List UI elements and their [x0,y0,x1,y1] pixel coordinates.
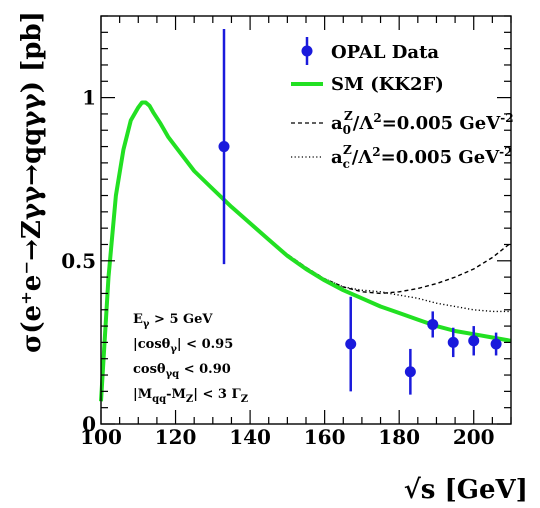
data-point [468,326,480,356]
x-axis-title: √s [GeV] [404,475,528,505]
legend-item-ac: acZ/Λ2=0.005 GeV-2 [291,143,513,171]
selection-cuts: Eγ > 5 GeV |cosθγ| < 0.95 cosθγq < 0.90 … [133,312,248,405]
data-marker [447,336,459,348]
data-marker [345,338,357,350]
y-tick-label: 0.5 [61,249,96,273]
cut-mass-window: |Mqq-MZ| < 3 ΓZ [133,387,248,405]
data-point [404,348,416,395]
legend-sm-label: SM (KK2F) [331,74,444,95]
y-tick-label: 1 [82,86,96,110]
x-tick-label: 140 [229,425,271,449]
cut-energy: Eγ > 5 GeV [133,312,213,330]
x-tick-label: 100 [80,425,122,449]
data-point [218,29,230,265]
legend-item-sm: SM (KK2F) [291,74,444,95]
tick-labels: 100 120 140 160 180 200 0 0.5 1 [61,86,494,449]
x-tick-label: 180 [378,425,420,449]
x-tick-label: 120 [155,425,197,449]
data-marker [427,318,439,330]
y-tick-label: 0 [82,412,96,436]
x-tick-label: 160 [304,425,346,449]
axis-ticks [100,15,512,425]
data-marker [490,338,502,350]
cut-cos-gamma: |cosθγ| < 0.95 [133,337,233,355]
legend-item-a0: a0Z/Λ2=0.005 GeV-2 [291,109,514,137]
legend-opal-label: OPAL Data [331,42,439,63]
legend-a0-label: a0Z/Λ2=0.005 GeV-2 [331,109,514,137]
data-marker [218,141,230,153]
x-tick-label: 200 [453,425,495,449]
data-point [447,327,459,358]
data-point [490,332,502,356]
data-marker [468,335,480,347]
curves-layer [99,100,512,402]
data-points-layer [218,29,502,395]
cut-cos-gamma-q: cosθγq < 0.90 [133,362,231,380]
curve-dotted [193,170,511,313]
y-axis-title: σ(e⁺e⁻→Zγγ→qqγγ) [pb] [17,11,47,353]
legend-item-opal: OPAL Data [301,37,439,65]
legend-ac-label: acZ/Λ2=0.005 GeV-2 [331,143,513,171]
data-marker [404,366,416,378]
data-point [345,296,357,392]
data-point [427,311,439,338]
legend: OPAL Data SM (KK2F) a0Z/Λ2=0.005 GeV-2 a… [291,37,514,171]
curve-dashed [193,170,512,295]
legend-opal-marker [301,45,313,57]
curve-solid [99,100,512,402]
